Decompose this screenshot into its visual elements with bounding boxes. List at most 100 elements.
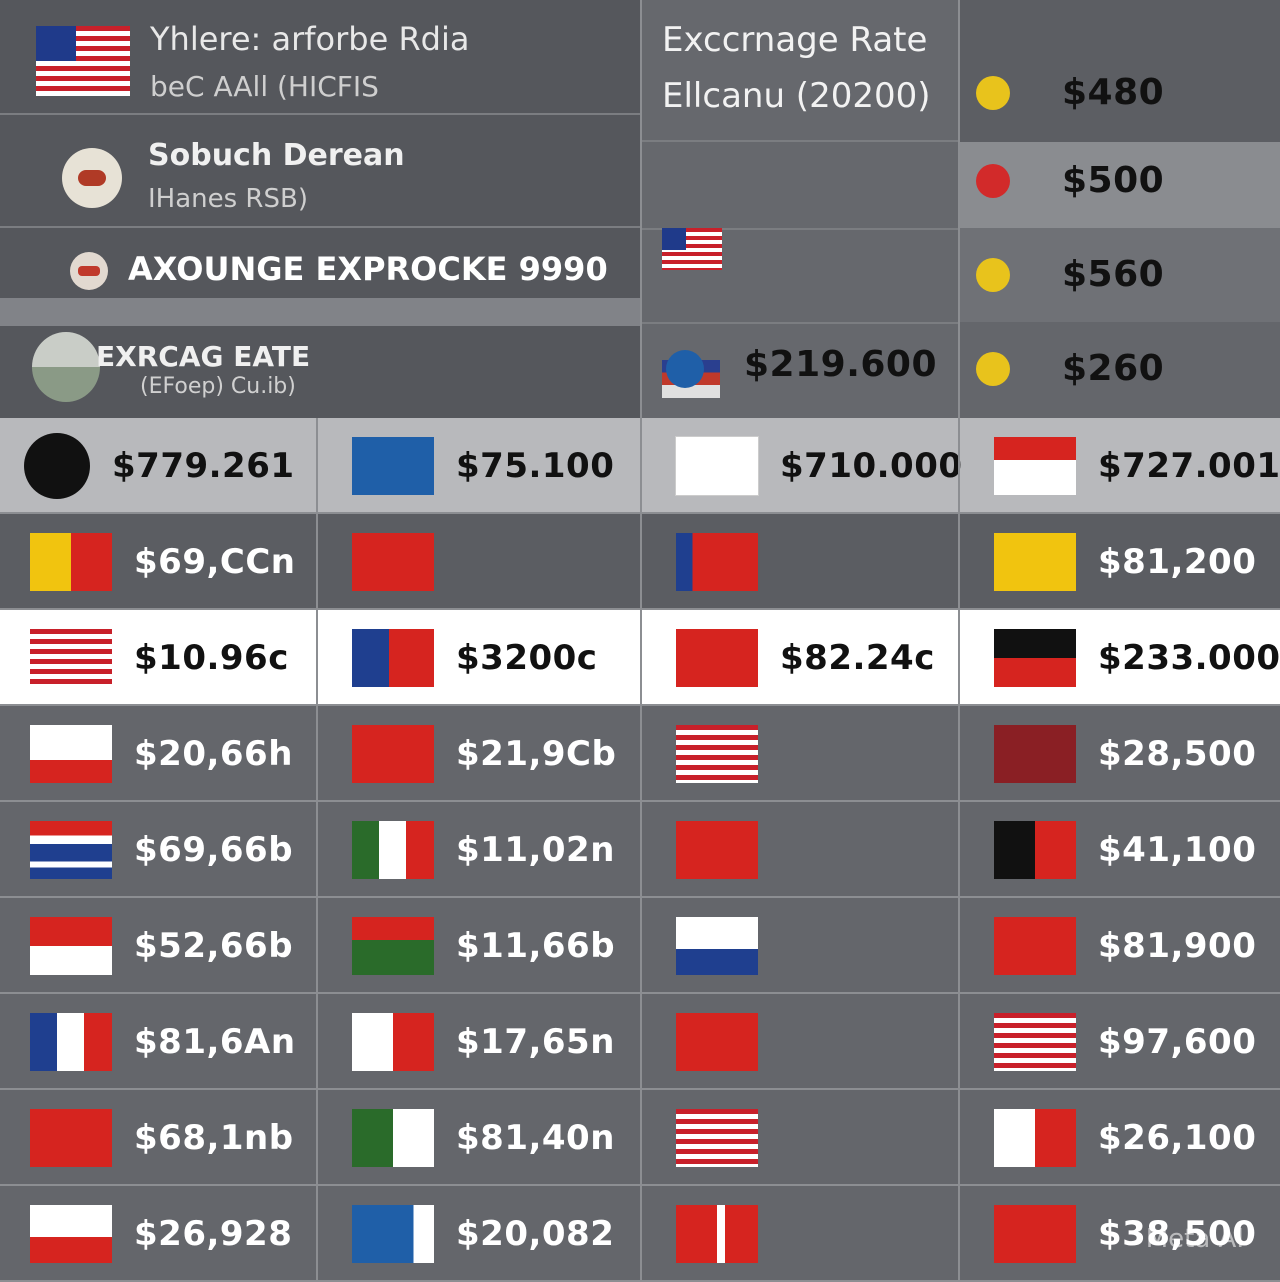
flag-icon (352, 629, 434, 687)
coin-icon (976, 164, 1010, 198)
table-cell: $81,900 (960, 898, 1280, 994)
flag-icon (994, 725, 1076, 783)
coin-icon (24, 433, 90, 499)
table-cell: $11,02n (318, 802, 640, 898)
divider (640, 418, 642, 1280)
table-cell: $20,66h (0, 706, 316, 802)
coin-icon (70, 252, 108, 290)
divider (0, 226, 640, 228)
rate-value: $41,100 (1098, 830, 1257, 870)
flag-icon (352, 1205, 434, 1263)
flag-icon (30, 1109, 112, 1167)
flag-icon (994, 1109, 1076, 1167)
flag-icon (352, 917, 434, 975)
rate-value: $10.96c (134, 638, 289, 678)
flag-icon (676, 533, 758, 591)
rate-value: $81,200 (1098, 542, 1257, 582)
section-subtitle: IHanes RSB) (148, 184, 308, 214)
divider (316, 418, 318, 1280)
row-bg (960, 142, 1280, 228)
flag-icon (994, 821, 1076, 879)
rate-value: $500 (1062, 160, 1165, 201)
rate-value: $28,500 (1098, 734, 1257, 774)
table-cell: $81,40n (318, 1090, 640, 1186)
table-cell (642, 1186, 958, 1282)
rate-value: $17,65n (456, 1022, 615, 1062)
rate-value: $82.24c (780, 638, 935, 678)
flag-icon (30, 821, 112, 879)
coin-icon (976, 352, 1010, 386)
divider (0, 298, 640, 326)
coin-icon (666, 350, 704, 388)
table-cell (642, 898, 958, 994)
table-cell: $52,66b (0, 898, 316, 994)
flag-icon (30, 533, 112, 591)
rate-value: $97,600 (1098, 1022, 1257, 1062)
rate-value: $11,02n (456, 830, 615, 870)
rate-value: $75.100 (456, 446, 615, 486)
rate-value: $3200c (456, 638, 598, 678)
table-cell: $727.001 (960, 418, 1280, 514)
table-cell (642, 514, 958, 610)
rate-value: $11,66b (456, 926, 616, 966)
exchange-value: $219.600 (744, 344, 938, 385)
table-cell: $26,100 (960, 1090, 1280, 1186)
divider (642, 322, 958, 324)
table-cell: $10.96c (0, 610, 316, 706)
table-cell: $779.261 (0, 418, 316, 514)
flag-icon (676, 1109, 758, 1167)
flag-icon (30, 1205, 112, 1263)
rate-value: $38,500 (1098, 1214, 1257, 1254)
flag-icon (994, 629, 1076, 687)
flag-icon (30, 917, 112, 975)
flag-icon (352, 1109, 434, 1167)
flag-icon (352, 725, 434, 783)
flag-icon (994, 1013, 1076, 1071)
rate-value: $68,1nb (134, 1118, 294, 1158)
rate-value: $81,6An (134, 1022, 296, 1062)
rate-value: $710.000 (780, 446, 963, 486)
coin-icon (62, 148, 122, 208)
us-flag-icon (36, 26, 130, 96)
section-title: EXRCAG EATE (96, 340, 311, 373)
us-flag-icon (662, 228, 722, 270)
rate-value: $26,928 (134, 1214, 293, 1254)
rate-value: $20,66h (134, 734, 293, 774)
divider (642, 140, 958, 142)
flag-icon (676, 725, 758, 783)
table-cell: $97,600 (960, 994, 1280, 1090)
header-middle-panel (642, 0, 958, 418)
rate-value: $69,CCn (134, 542, 296, 582)
table-cell: $20,082 (318, 1186, 640, 1282)
table-cell: $69,CCn (0, 514, 316, 610)
table-cell: $68,1nb (0, 1090, 316, 1186)
table-cell: $75.100 (318, 418, 640, 514)
divider (642, 228, 958, 230)
table-cell: $710.000 (642, 418, 962, 514)
table-cell (642, 802, 958, 898)
divider (958, 418, 960, 1280)
flag-icon (30, 629, 112, 687)
rate-value: $20,082 (456, 1214, 615, 1254)
rate-value: $21,9Cb (456, 734, 617, 774)
table-cell: $38,500 (960, 1186, 1280, 1282)
column-subtitle: Ellcanu (20200) (662, 76, 931, 116)
flag-icon (30, 725, 112, 783)
table-cell (642, 1090, 958, 1186)
flag-icon (994, 437, 1076, 495)
flag-icon (676, 1205, 758, 1263)
flag-icon (676, 917, 758, 975)
row-bg (960, 322, 1280, 418)
flag-icon (30, 1013, 112, 1071)
flag-icon (352, 437, 434, 495)
rate-value: $81,900 (1098, 926, 1257, 966)
rate-value: $233.000 (1098, 638, 1280, 678)
table-cell: $41,100 (960, 802, 1280, 898)
table-cell: $26,928 (0, 1186, 316, 1282)
table-cell: $69,66b (0, 802, 316, 898)
divider (640, 0, 642, 418)
section-subtitle: (EFoep) Cu.ib) (140, 374, 296, 399)
row-bg (960, 0, 1280, 142)
table-cell: $81,200 (960, 514, 1280, 610)
flag-icon (676, 629, 758, 687)
